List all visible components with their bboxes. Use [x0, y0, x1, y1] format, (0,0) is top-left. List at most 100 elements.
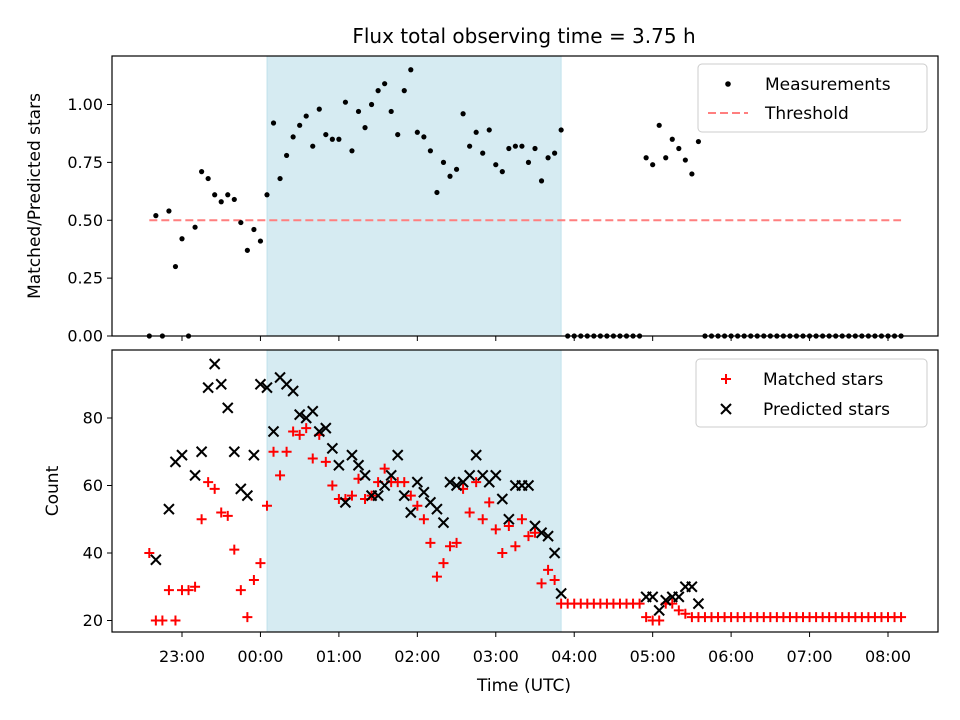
x-tick-label: 04:00: [551, 647, 597, 666]
predicted-star-point: [496, 493, 509, 505]
bottom-y-ticks: 20 40 60 80: [83, 409, 112, 630]
matched-star-point: [275, 470, 286, 481]
measurement-point: [427, 148, 434, 154]
measurement-point: [153, 213, 159, 219]
matched-star-point: [654, 615, 665, 626]
measurement-point: [519, 143, 525, 149]
predicted-star-point: [437, 516, 450, 529]
measurement-point: [414, 129, 420, 135]
predicted-star-point-b: [150, 554, 162, 566]
matched-star-point: [445, 541, 456, 552]
bottom-shaded-span: [266, 349, 562, 633]
top-legend: Measurements Threshold: [697, 63, 928, 133]
predicted-star-point-b: [372, 489, 384, 502]
measurement-point: [244, 247, 250, 253]
predicted-star-point: [463, 469, 476, 482]
measurement-point: [486, 127, 492, 133]
matched-star-point: [229, 544, 240, 555]
measurement-point: [480, 150, 486, 156]
measurement-point: [532, 145, 538, 152]
predicted-star-point: [405, 506, 417, 519]
predicted-star-point: [307, 405, 319, 417]
predicted-star-point: [392, 449, 404, 461]
matched-star-point: [634, 598, 645, 609]
predicted-star-point: [673, 591, 685, 603]
predicted-star-point: [208, 358, 221, 370]
measurement-point: [192, 224, 198, 230]
measurement-point: [297, 122, 303, 128]
measurement-point: [669, 136, 675, 142]
predicted-star-point: [411, 476, 424, 488]
top-y-tick-label: 0.50: [67, 211, 103, 230]
measurement-point: [179, 236, 185, 242]
x-tick-label: 08:00: [865, 647, 911, 666]
matched-star-point: [464, 507, 475, 518]
x-tick-label: 02:00: [394, 647, 440, 666]
predicted-star-point: [333, 459, 345, 471]
predicted-star-point-b: [418, 486, 430, 498]
measurement-point: [172, 263, 179, 270]
predicted-star-point-b: [202, 381, 214, 394]
predicted-star-point: [267, 425, 280, 438]
matched-star-point: [157, 615, 168, 626]
matched-star-point: [451, 537, 462, 548]
measurement-point: [447, 173, 453, 179]
matched-star-point: [288, 426, 299, 437]
predicted-star-point-b: [235, 483, 247, 495]
predicted-star-point: [163, 503, 175, 515]
predicted-star-point: [195, 446, 208, 458]
measurement-point: [395, 131, 401, 138]
predicted-star-point-b: [392, 449, 404, 461]
top-y-tick-label: 0.25: [67, 269, 103, 288]
measurement-point: [493, 162, 499, 168]
bottom-y-tick-label: 80: [83, 409, 103, 428]
measurement-point: [355, 108, 362, 115]
measurement-point: [440, 159, 447, 165]
measurement-point: [368, 101, 375, 108]
measurement-point: [310, 143, 316, 149]
measurement-point: [689, 171, 695, 177]
predicted-star-point: [660, 594, 672, 606]
matched-star-point: [255, 558, 266, 569]
matched-star-point: [144, 548, 155, 558]
predicted-star-point: [293, 408, 306, 421]
measurement-point: [676, 145, 682, 152]
predicted-star-point-b: [378, 479, 391, 492]
measurement-point: [656, 122, 662, 128]
measurement-point: [460, 111, 466, 117]
measurement-point: [231, 196, 237, 203]
matched-star-point: [523, 531, 534, 542]
measurement-point: [303, 113, 309, 119]
predicted-star-point-b: [313, 425, 325, 438]
predicted-star-point: [398, 489, 410, 502]
measurement-point: [545, 155, 551, 161]
matched-star-point: [405, 490, 416, 501]
matched-star-point: [673, 605, 684, 616]
matched-star-point: [477, 514, 488, 525]
measurement-point: [421, 134, 427, 140]
predicted-star-point-b: [248, 449, 260, 461]
matched-star-point: [425, 537, 436, 548]
top-y-axis-label: Matched/Predicted stars: [25, 93, 45, 299]
measurement-point: [525, 159, 532, 165]
matched-star-point: [190, 581, 201, 592]
legend-predicted-marker: [720, 403, 732, 415]
measurement-point: [277, 175, 283, 182]
predicted-star-point-b: [280, 378, 293, 390]
matched-star-point: [163, 585, 174, 596]
measurement-point: [401, 88, 407, 94]
predicted-star-point: [653, 604, 665, 617]
x-tick-label: 01:00: [316, 647, 362, 666]
matched-star-point: [196, 514, 207, 525]
predicted-star-point-b: [274, 371, 286, 384]
top-y-tick-label: 1.00: [67, 95, 103, 114]
predicted-star-point-b: [503, 513, 515, 525]
matched-star-point: [170, 615, 181, 626]
predicted-star-point-b: [548, 547, 561, 559]
predicted-star-point: [215, 378, 227, 390]
matched-star-point: [235, 585, 246, 596]
measurement-point: [643, 155, 649, 161]
predicted-star-point-b: [646, 591, 659, 603]
matched-star-point: [379, 463, 390, 474]
